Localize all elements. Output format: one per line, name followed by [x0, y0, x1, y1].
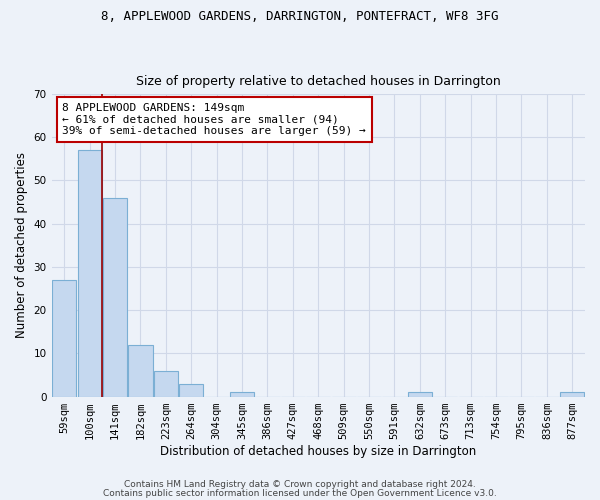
X-axis label: Distribution of detached houses by size in Darrington: Distribution of detached houses by size … [160, 444, 476, 458]
Y-axis label: Number of detached properties: Number of detached properties [15, 152, 28, 338]
Text: Contains public sector information licensed under the Open Government Licence v3: Contains public sector information licen… [103, 488, 497, 498]
Text: 8 APPLEWOOD GARDENS: 149sqm
← 61% of detached houses are smaller (94)
39% of sem: 8 APPLEWOOD GARDENS: 149sqm ← 61% of det… [62, 103, 366, 136]
Bar [52, 280, 76, 396]
Bar [128, 344, 152, 397]
Bar [230, 392, 254, 396]
Bar [560, 392, 584, 396]
Bar [77, 150, 102, 396]
Bar [103, 198, 127, 396]
Bar [154, 370, 178, 396]
Bar [408, 392, 432, 396]
Bar [179, 384, 203, 396]
Title: Size of property relative to detached houses in Darrington: Size of property relative to detached ho… [136, 76, 500, 88]
Text: 8, APPLEWOOD GARDENS, DARRINGTON, PONTEFRACT, WF8 3FG: 8, APPLEWOOD GARDENS, DARRINGTON, PONTEF… [101, 10, 499, 23]
Text: Contains HM Land Registry data © Crown copyright and database right 2024.: Contains HM Land Registry data © Crown c… [124, 480, 476, 489]
